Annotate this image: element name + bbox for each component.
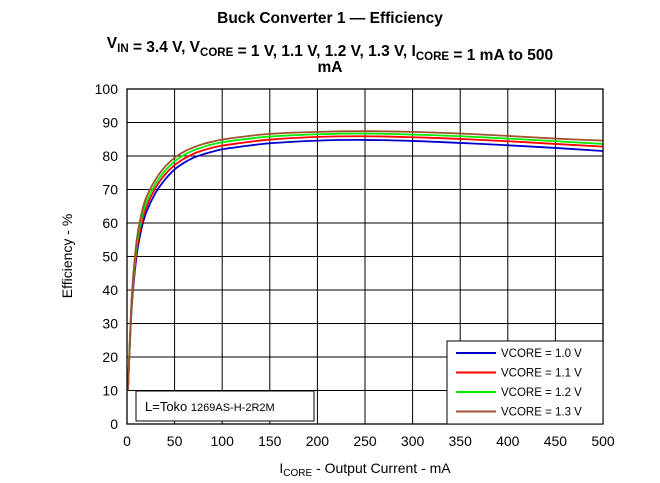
legend-label: VCORE = 1.1 V [501,368,582,380]
title-part: = 1 V, 1.1 V, 1.2 V, 1.3 V, I [233,43,416,60]
y-tick-label: 10 [102,383,118,399]
x-tick-label: 50 [167,433,183,449]
legend-label: VCORE = 1.0 V [501,348,582,360]
title-part: = 1 mA to 500 [449,47,553,64]
x-tick-label: 400 [496,433,520,449]
title-subscript: IN [117,43,129,55]
chart-title-line1: Buck Converter 1 — Efficiency [217,10,443,27]
chart-title-line3: mA [318,59,343,76]
title-subscript: CORE [416,51,450,63]
x-label-suffix: - Output Current - mA [312,460,451,476]
legend: VCORE = 1.0 V VCORE = 1.1 V VCORE = 1.2 V V… [447,341,603,424]
x-tick-label: 300 [401,433,425,449]
y-tick-label: 20 [102,349,118,365]
y-tick-label: 90 [102,115,118,131]
title-subscript: CORE [200,47,234,59]
y-tick-label: 30 [102,316,118,332]
legend-label: VCORE = 1.2 V [501,387,582,399]
annotation-part: 1269AS-H-2R2M [191,402,275,414]
x-tick-labels: 0 50 100 150 200 250 300 350 400 450 500 [123,433,615,449]
y-tick-label: 80 [102,148,118,164]
y-tick-label: 50 [102,249,118,265]
x-tick-label: 100 [211,433,235,449]
annotation-text: L=Toko 1269AS-H-2R2M [145,399,275,414]
x-tick-label: 0 [123,433,131,449]
x-tick-label: 250 [353,433,377,449]
legend-label: VCORE = 1.3 V [501,407,582,419]
y-tick-labels: 0 10 20 30 40 50 60 70 80 90 100 [95,81,119,432]
x-tick-label: 450 [544,433,568,449]
inductor-annotation: L=Toko 1269AS-H-2R2M [136,391,314,421]
x-tick-label: 150 [258,433,282,449]
y-tick-label: 100 [95,81,119,97]
y-tick-label: 0 [110,416,118,432]
x-tick-label: 500 [591,433,615,449]
x-tick-label: 200 [306,433,330,449]
y-tick-label: 60 [102,215,118,231]
title-part: V [107,35,118,52]
title-part: = 3.4 V, V [129,39,201,56]
x-tick-label: 350 [449,433,473,449]
x-axis-label: ICORE - Output Current - mA [279,460,451,479]
y-tick-label: 70 [102,182,118,198]
annotation-prefix: L=Toko [145,399,191,414]
y-tick-label: 40 [102,282,118,298]
x-label-subscript: CORE [283,468,312,479]
y-axis-label: Efficiency - % [59,214,75,299]
